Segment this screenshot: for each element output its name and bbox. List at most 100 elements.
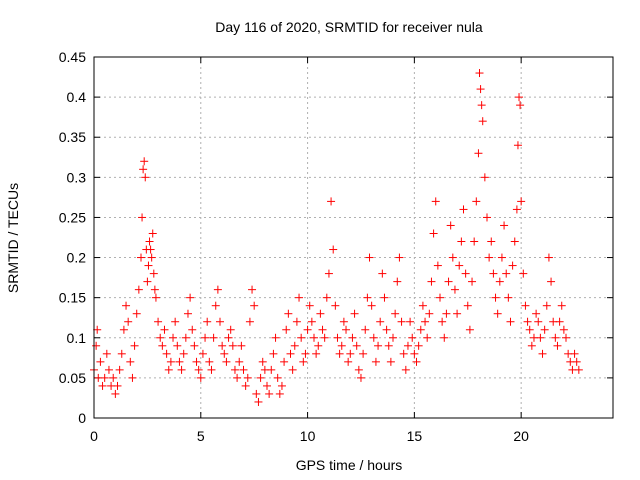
data-point [416, 325, 425, 334]
data-point [218, 341, 227, 350]
data-point [151, 293, 160, 302]
data-point [277, 381, 286, 390]
data-point [160, 325, 169, 334]
data-point [216, 317, 225, 326]
data-point [162, 349, 171, 358]
data-point [239, 365, 248, 374]
data-point [243, 373, 252, 382]
data-point [487, 237, 496, 246]
data-point [303, 325, 312, 334]
data-point [124, 317, 133, 326]
data-point [391, 309, 400, 318]
data-point [572, 357, 581, 366]
data-point [222, 357, 231, 366]
data-point [453, 309, 462, 318]
y-tick-label: 0.3 [67, 169, 87, 185]
y-tick-label: 0.25 [59, 209, 86, 225]
data-point [562, 333, 571, 342]
data-point [442, 309, 451, 318]
data-point [241, 381, 250, 390]
data-point [333, 333, 342, 342]
data-point [314, 341, 323, 350]
data-point [542, 301, 551, 310]
data-point [148, 229, 157, 238]
data-point [143, 277, 152, 286]
data-point [500, 221, 509, 230]
data-point [461, 269, 470, 278]
data-point [342, 325, 351, 334]
data-point [414, 341, 423, 350]
data-point [493, 309, 502, 318]
data-point [299, 357, 308, 366]
data-point [465, 325, 474, 334]
data-point [502, 269, 511, 278]
data-point [275, 389, 284, 398]
data-point [175, 357, 184, 366]
data-point [557, 301, 566, 310]
data-point [495, 277, 504, 286]
data-point [448, 253, 457, 262]
data-point [380, 293, 389, 302]
data-point [288, 365, 297, 374]
data-point [286, 349, 295, 358]
data-point [367, 301, 376, 310]
y-tick-label: 0.45 [59, 49, 86, 65]
y-tick-label: 0 [78, 410, 86, 426]
data-point [226, 325, 235, 334]
data-point [146, 245, 155, 254]
data-point [318, 325, 327, 334]
data-point [376, 317, 385, 326]
data-point [378, 269, 387, 278]
data-point [292, 317, 301, 326]
data-point [194, 365, 203, 374]
data-point [92, 341, 101, 350]
grid-lines [94, 57, 613, 418]
data-point [301, 349, 310, 358]
data-point [532, 309, 541, 318]
data-point [436, 293, 444, 302]
data-point [337, 341, 346, 350]
data-point [555, 317, 564, 326]
data-point [173, 341, 182, 350]
data-point [171, 317, 180, 326]
data-point [433, 261, 442, 270]
data-point [164, 365, 173, 374]
data-point [412, 357, 421, 366]
data-point [365, 253, 374, 262]
x-tick-label: 10 [300, 428, 316, 444]
data-point [410, 349, 419, 358]
data-point [352, 341, 361, 350]
data-point [382, 325, 391, 334]
data-point [386, 357, 395, 366]
data-point [455, 261, 464, 270]
data-point [207, 365, 216, 374]
data-point [356, 373, 365, 382]
data-point [440, 333, 449, 342]
data-point [544, 253, 553, 262]
data-point [136, 253, 145, 262]
chart-title: Day 116 of 2020, SRMTID for receiver nul… [215, 19, 483, 35]
data-point [418, 301, 427, 310]
data-point [361, 325, 370, 334]
data-point [506, 317, 515, 326]
data-point [508, 261, 517, 270]
data-point [489, 269, 498, 278]
data-point [201, 333, 210, 342]
data-point [280, 357, 289, 366]
data-point [517, 197, 526, 206]
data-point [403, 341, 412, 350]
data-point [147, 253, 156, 262]
data-point [122, 301, 131, 310]
data-point [389, 333, 398, 342]
data-point [141, 173, 150, 182]
y-tick-label: 0.35 [59, 129, 86, 145]
data-point [213, 285, 222, 294]
data-point [254, 397, 263, 406]
axis-ticks: 0 5 10 15 20 0 0.05 0.1 0.15 0.2 0.25 0.3 0.35 0.4 0.4… [59, 49, 613, 444]
data-point [363, 293, 372, 302]
data-point [181, 333, 190, 342]
data-point [117, 349, 126, 358]
data-point [538, 349, 547, 358]
data-point [476, 85, 485, 94]
data-point [245, 317, 254, 326]
